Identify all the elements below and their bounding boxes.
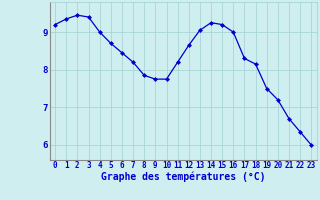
X-axis label: Graphe des températures (°C): Graphe des températures (°C) (101, 172, 266, 182)
